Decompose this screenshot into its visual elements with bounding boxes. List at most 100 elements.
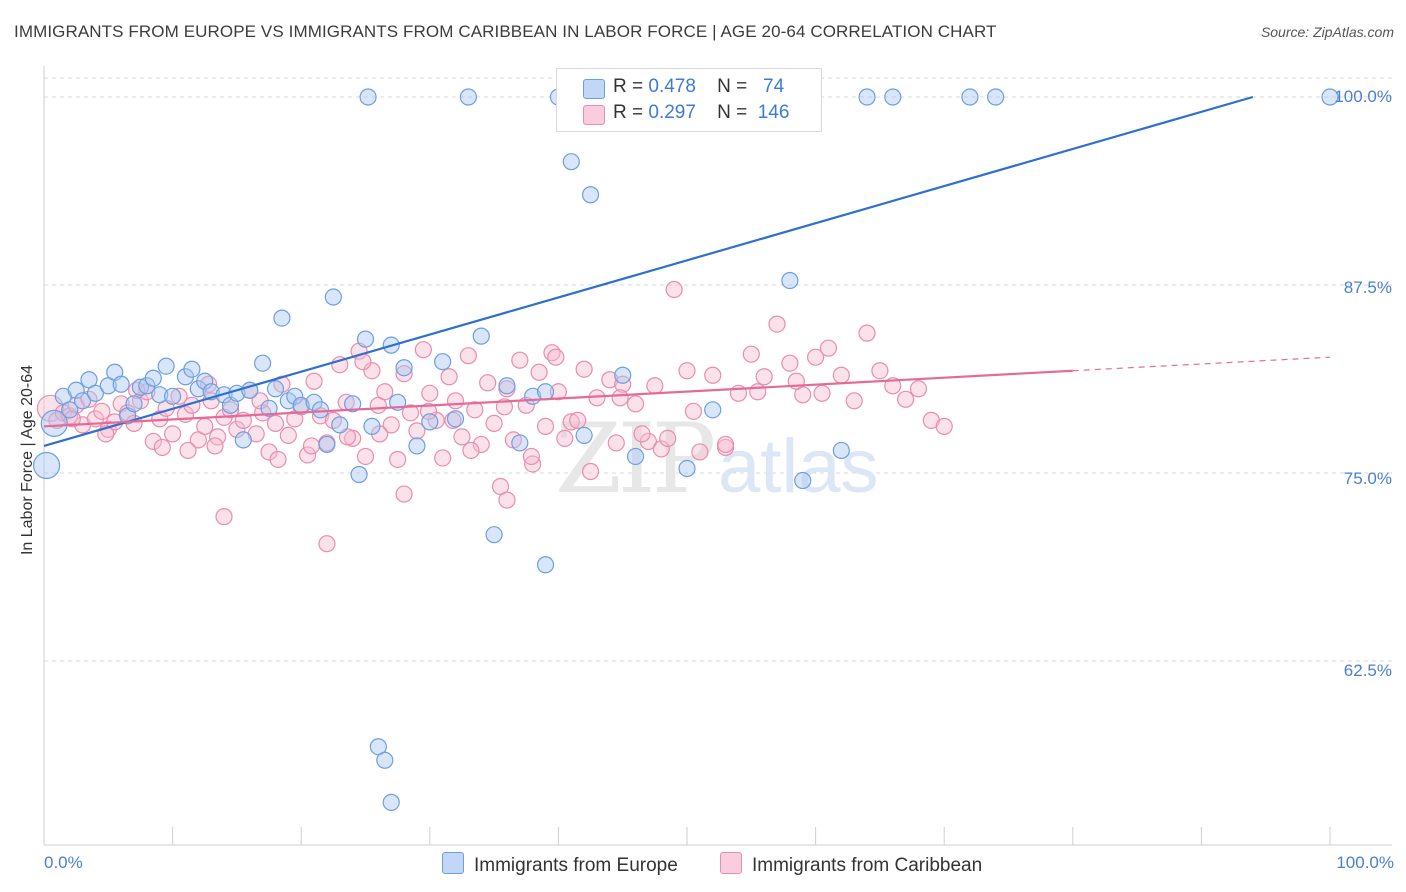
data-point xyxy=(498,377,516,395)
data-point xyxy=(704,401,722,419)
data-point xyxy=(575,360,593,378)
data-point xyxy=(157,357,175,375)
data-point xyxy=(806,348,825,366)
data-point xyxy=(665,280,683,299)
data-point xyxy=(536,417,555,435)
data-point xyxy=(485,526,503,544)
y-tick-label: 100.0% xyxy=(1334,87,1392,106)
data-point xyxy=(221,401,240,419)
europe-r-label: R = xyxy=(613,76,644,97)
data-point xyxy=(652,440,670,458)
data-point xyxy=(678,459,696,478)
bottom-legend-europe: Immigrants from Europe xyxy=(442,852,678,877)
data-point xyxy=(206,437,224,455)
data-point xyxy=(408,437,426,455)
data-point xyxy=(440,368,458,386)
caribbean-r-value: 0.297 xyxy=(648,102,696,123)
y-axis-label: In Labor Force | Age 20-64 xyxy=(19,364,36,556)
data-point xyxy=(626,447,645,466)
caribbean-n-label: N = xyxy=(717,102,748,123)
data-point xyxy=(858,88,876,106)
data-point xyxy=(395,485,413,503)
data-point xyxy=(183,360,201,378)
data-point xyxy=(626,395,645,413)
data-point xyxy=(678,362,696,380)
data-point xyxy=(459,347,477,365)
data-point xyxy=(479,374,497,392)
y-tick-label: 75.0% xyxy=(1343,469,1392,488)
data-point xyxy=(61,401,79,419)
data-point xyxy=(356,330,375,348)
data-point xyxy=(845,392,863,410)
data-point xyxy=(401,404,420,422)
caribbean-r-label: R = xyxy=(613,102,644,123)
caribbean-points xyxy=(36,280,953,553)
data-point xyxy=(112,375,130,393)
data-point xyxy=(228,420,246,438)
data-point xyxy=(421,384,439,402)
data-point xyxy=(453,428,471,446)
watermark-zip: ZIP xyxy=(555,403,714,515)
data-point xyxy=(273,309,291,327)
data-point xyxy=(536,383,555,401)
data-point xyxy=(318,435,336,454)
caribbean-swatch xyxy=(583,105,605,125)
data-point xyxy=(684,402,703,420)
axes xyxy=(43,66,1392,846)
data-point xyxy=(466,401,484,419)
data-point xyxy=(1321,88,1339,106)
data-point xyxy=(302,437,321,455)
caribbean-legend-label: Immigrants from Caribbean xyxy=(752,855,983,876)
data-point xyxy=(897,390,915,408)
data-point xyxy=(472,435,490,454)
data-point xyxy=(813,384,831,402)
data-point xyxy=(446,392,465,410)
data-point xyxy=(266,414,285,432)
data-point xyxy=(32,451,61,480)
data-point xyxy=(318,535,336,553)
y-tick-label: 62.5% xyxy=(1343,661,1392,680)
data-point xyxy=(562,153,580,171)
bottom-legend-caribbean: Immigrants from Caribbean xyxy=(720,852,982,877)
data-point xyxy=(575,426,593,444)
source-label: Source: ZipAtlas.com xyxy=(1260,24,1394,40)
data-point xyxy=(569,411,587,429)
data-point xyxy=(196,372,214,390)
correlation-legend: R = 0.478 N = 74 R = 0.297 N = 146 xyxy=(556,68,822,132)
data-point xyxy=(446,410,465,428)
europe-n-label: N = xyxy=(717,76,748,97)
data-point xyxy=(344,395,362,413)
data-point xyxy=(356,447,375,466)
data-point xyxy=(151,386,169,404)
data-point xyxy=(522,447,540,466)
y-tick-label: 87.5% xyxy=(1343,278,1392,297)
data-point xyxy=(286,387,304,405)
data-point xyxy=(472,327,490,345)
data-point xyxy=(749,383,767,401)
data-point xyxy=(459,88,477,106)
data-point xyxy=(414,341,432,359)
data-point xyxy=(363,417,381,435)
data-point xyxy=(611,389,629,407)
x-tick-label-max: 100.0% xyxy=(1336,853,1394,872)
europe-legend-swatch xyxy=(442,852,464,874)
europe-swatch xyxy=(583,79,605,99)
data-point xyxy=(909,380,928,398)
data-point xyxy=(633,425,651,443)
caribbean-trend-extension xyxy=(1072,356,1331,372)
data-point xyxy=(40,409,68,437)
data-point xyxy=(832,441,850,460)
data-point xyxy=(73,392,92,410)
x-tick-label-min: 0.0% xyxy=(44,853,83,872)
data-point xyxy=(359,88,377,106)
data-point xyxy=(376,751,394,769)
data-point xyxy=(742,345,760,363)
data-point xyxy=(536,556,555,574)
data-point xyxy=(389,450,407,469)
data-point xyxy=(511,351,529,369)
data-point xyxy=(434,353,452,371)
data-point xyxy=(266,380,285,398)
europe-legend-label: Immigrants from Europe xyxy=(474,855,678,876)
data-point xyxy=(601,371,619,389)
